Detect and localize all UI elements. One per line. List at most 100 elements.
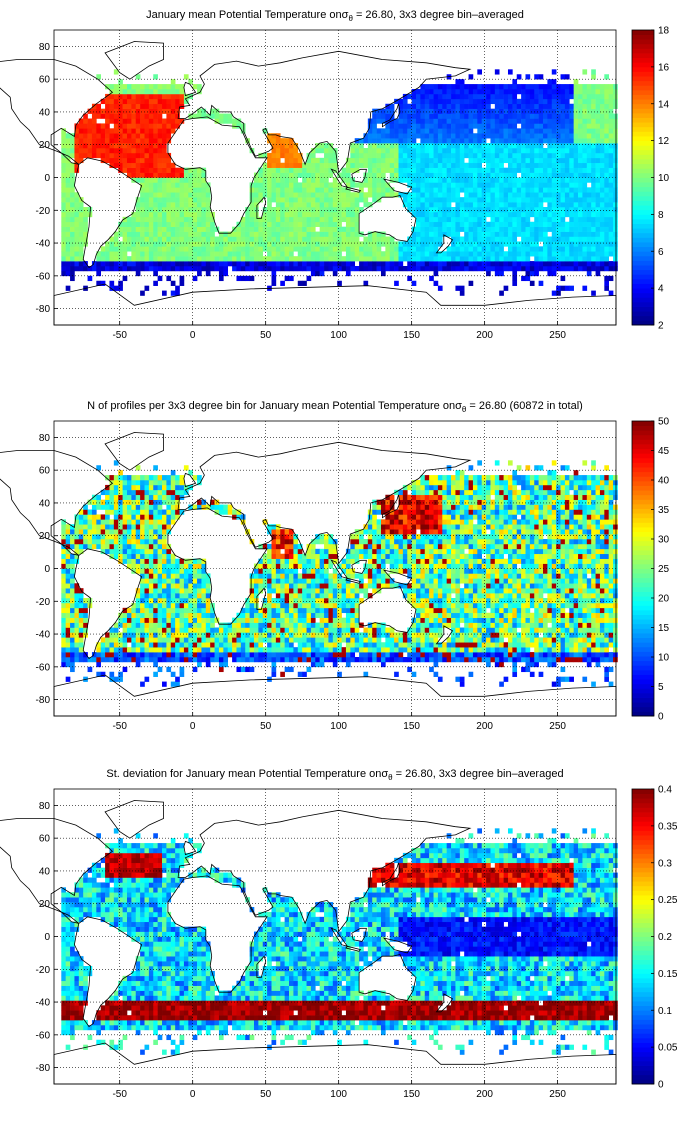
cell (507, 162, 513, 168)
cell (157, 612, 163, 618)
cell (157, 113, 163, 119)
cell (135, 504, 141, 510)
cell (319, 157, 325, 164)
cell (402, 241, 408, 247)
cell (464, 202, 469, 208)
cell (240, 221, 246, 227)
colorbar-segment (632, 103, 654, 109)
cell (162, 221, 167, 227)
cell (420, 157, 426, 164)
cell (91, 261, 97, 267)
cell (131, 494, 137, 500)
cell (337, 226, 342, 232)
cell (525, 231, 531, 237)
cell (332, 231, 338, 237)
cell (543, 192, 548, 198)
cell (205, 617, 211, 623)
cell (416, 133, 421, 139)
cell (179, 98, 185, 105)
cell (65, 167, 71, 173)
cell (464, 236, 469, 242)
colorbar-segment (632, 126, 654, 132)
cell (166, 187, 172, 193)
cell (490, 256, 496, 262)
cell (420, 192, 426, 198)
cell (494, 128, 500, 134)
cell (197, 602, 202, 609)
cell (135, 231, 141, 237)
cell (175, 123, 180, 129)
cell (525, 123, 531, 129)
cell (451, 162, 456, 168)
cell (477, 148, 482, 154)
cell (113, 84, 119, 90)
cell (516, 103, 522, 109)
cell (126, 617, 132, 623)
cell (543, 197, 548, 203)
cell (324, 202, 329, 208)
cell (573, 152, 579, 159)
cell (153, 202, 158, 208)
cell (232, 637, 237, 643)
cell (271, 182, 277, 188)
cell (437, 84, 443, 90)
cell (166, 123, 172, 129)
cell (65, 632, 71, 638)
cell (91, 519, 97, 525)
cell (424, 197, 430, 203)
cell (70, 583, 75, 589)
cell (332, 221, 338, 227)
cell (578, 148, 583, 154)
cell (586, 207, 592, 213)
cell (429, 138, 434, 144)
cell (499, 187, 504, 193)
cell (96, 652, 102, 658)
cell (205, 657, 211, 663)
cell (468, 216, 474, 223)
cell (367, 192, 373, 198)
cell (310, 157, 316, 164)
cell (218, 241, 224, 247)
cell (148, 583, 154, 589)
cell (433, 133, 439, 139)
cell (341, 197, 347, 203)
cell (512, 221, 518, 227)
cell (280, 221, 285, 227)
cell (464, 246, 469, 252)
cell (337, 211, 342, 218)
cell (218, 270, 224, 277)
cell (389, 103, 395, 109)
cell (310, 211, 316, 218)
cell (538, 108, 544, 114)
cell (293, 221, 299, 227)
cell (65, 226, 71, 232)
cell (385, 152, 391, 159)
cell (578, 128, 583, 134)
cell (586, 197, 592, 203)
cell (591, 84, 596, 90)
cell (140, 568, 145, 574)
cell (240, 607, 246, 614)
cell (157, 573, 163, 579)
cell (131, 108, 137, 114)
cell (284, 266, 290, 272)
cell (126, 622, 132, 628)
cell (345, 162, 351, 168)
cell (284, 256, 290, 262)
cell (74, 622, 80, 628)
cell (153, 612, 158, 618)
cell (543, 251, 548, 257)
cell (100, 548, 106, 555)
cell (162, 494, 167, 500)
cell (96, 514, 102, 520)
cell (170, 246, 176, 252)
cell (608, 182, 614, 188)
cell (582, 93, 588, 100)
cell (464, 187, 469, 193)
colorbar-segment (632, 122, 654, 128)
cell (604, 207, 609, 213)
cell (547, 261, 553, 267)
cell (586, 157, 592, 164)
cell (140, 637, 145, 643)
cell (547, 207, 553, 213)
